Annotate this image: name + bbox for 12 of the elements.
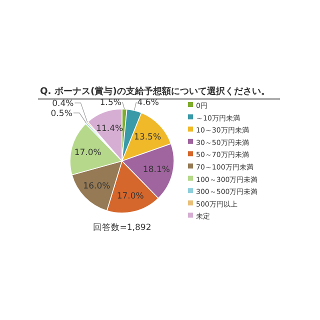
text: 回答数=1,892 [92,222,152,233]
data-label: 18.1% [142,165,170,176]
data-label: 17.0% [116,191,144,202]
data-label: 17.0% [74,148,102,158]
data-label: 0.4% [52,98,74,109]
data-label: 13.5% [134,132,162,143]
data-label: 16.0% [83,182,110,192]
data-label: 0.5% [50,108,72,119]
data-label: 11.4% [96,124,124,134]
data-label: 4.6% [137,98,159,108]
chart-title: Q. ボーナス(賞与)の支給予想額について選択ください。 [40,86,270,97]
data-label: 1.5% [100,98,122,108]
